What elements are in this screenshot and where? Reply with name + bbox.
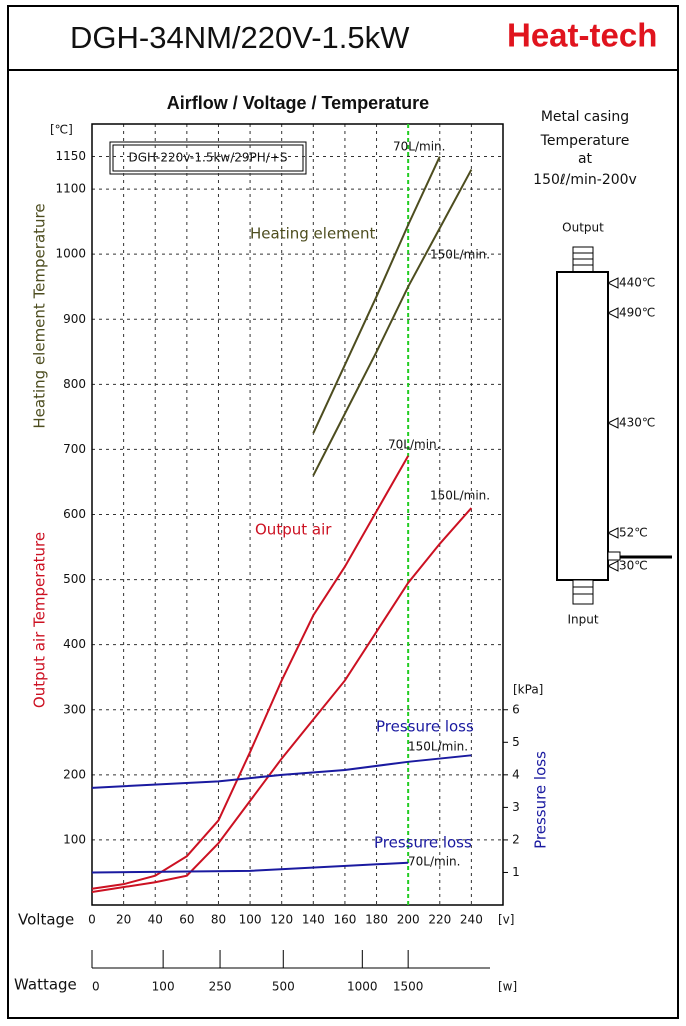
y2-tick-label: 4: [512, 767, 520, 781]
x-unit: [v]: [498, 913, 514, 927]
temp-pointer: [606, 277, 619, 289]
casing-temp: 490℃: [619, 306, 655, 320]
series-line: [91, 861, 409, 874]
box-frame: [112, 144, 304, 172]
y-tick-label: 600: [63, 507, 86, 521]
wattage-tick-label: 500: [272, 980, 295, 994]
y-tick-label: 100: [63, 832, 86, 846]
temp-pointer: [606, 527, 619, 539]
series-label: 150L/min.: [430, 489, 490, 503]
y2-tick-label: 6: [512, 702, 520, 716]
casing-temp: 30℃: [619, 559, 648, 573]
y-tick-label: 800: [63, 377, 86, 391]
casing-title: Metal casing: [541, 109, 629, 125]
x-tick-label: 0: [88, 913, 96, 927]
casing-temp: 440℃: [619, 276, 655, 290]
series-line: [312, 156, 441, 434]
x-tick-label: 240: [460, 913, 483, 927]
series-label: 70L/min.: [393, 140, 445, 154]
series-line: [91, 507, 473, 893]
y-tick-label: 1000: [55, 247, 86, 261]
x-tick-label: 100: [239, 913, 262, 927]
annotation: Pressure loss: [374, 834, 472, 852]
y-tick-label: 1150: [55, 149, 86, 163]
y2-tick-label: 3: [512, 800, 520, 814]
y-tick-label: 1100: [55, 182, 86, 196]
x-tick-label: 140: [302, 913, 325, 927]
y-unit: [℃]: [50, 123, 73, 137]
y2-unit: [kPa]: [513, 683, 543, 697]
x-tick-label: 200: [397, 913, 420, 927]
y-tick-label: 900: [63, 312, 86, 326]
wattage-tick-label: 1000: [347, 980, 378, 994]
x-tick-label: 220: [428, 913, 451, 927]
chart-title: Airflow / Voltage / Temperature: [167, 93, 429, 113]
annotation: Pressure loss: [376, 718, 474, 736]
y-tick-label: 300: [63, 702, 86, 716]
y-tick-label: 200: [63, 767, 86, 781]
y-tick-label: 500: [63, 572, 86, 586]
casing-input: Input: [567, 613, 598, 627]
wattage-tick-label: 250: [209, 980, 232, 994]
casing-title: at: [578, 151, 593, 167]
plot-frame: [91, 123, 504, 906]
y2-tick-label: 5: [512, 735, 520, 749]
series-label: 70L/min.: [388, 438, 440, 452]
y2-tick-label: 2: [512, 832, 520, 846]
x-tick-label: 60: [179, 913, 194, 927]
series-line: [312, 169, 473, 476]
x-label: Voltage: [18, 911, 74, 929]
box-frame: [109, 141, 307, 175]
casing-temp: 52℃: [619, 526, 648, 540]
y-tick-label: 700: [63, 442, 86, 456]
casing-drawing: [556, 246, 672, 605]
casing-title: 150ℓ/min-200v: [533, 172, 637, 188]
series-line: [91, 455, 410, 890]
temp-pointer: [606, 560, 619, 572]
y-label: Output air Temperature: [31, 532, 49, 708]
wattage-label: Wattage: [14, 976, 77, 994]
temp-pointer: [606, 417, 619, 429]
temp-pointer: [606, 307, 619, 319]
annotation: Output air: [255, 521, 332, 539]
x-tick-label: 80: [211, 913, 226, 927]
series-label: 70L/min.: [408, 855, 460, 869]
y2-tick-label: 1: [512, 865, 520, 879]
x-tick-label: 120: [270, 913, 293, 927]
header-title: DGH-34NM/220V-1.5kW: [70, 20, 410, 55]
box-label: DGH-220v-1.5kw/29PH/+S: [128, 151, 287, 165]
annotation: Heating element: [250, 225, 376, 243]
wattage-tick-label: 0: [92, 980, 100, 994]
series-line: [91, 754, 472, 789]
y-tick-label: 400: [63, 637, 86, 651]
x-tick-label: 180: [365, 913, 388, 927]
x-tick-label: 160: [333, 913, 356, 927]
series-label: 150L/min.: [408, 740, 468, 754]
series-label: 150L/min.: [430, 248, 490, 262]
casing-output: Output: [562, 221, 604, 235]
x-tick-label: 20: [116, 913, 131, 927]
casing-temp: 430℃: [619, 416, 655, 430]
frame: [7, 5, 679, 1019]
y-label: Heating element Temperature: [31, 203, 49, 428]
wattage-tick-label: 1500: [393, 980, 424, 994]
y2-label: Pressure loss: [532, 751, 550, 849]
casing-title: Temperature: [540, 133, 630, 149]
wattage-unit: [w]: [498, 980, 517, 994]
x-tick-label: 40: [148, 913, 163, 927]
brand: Heat-tech: [507, 17, 657, 54]
wattage-tick-label: 100: [152, 980, 175, 994]
